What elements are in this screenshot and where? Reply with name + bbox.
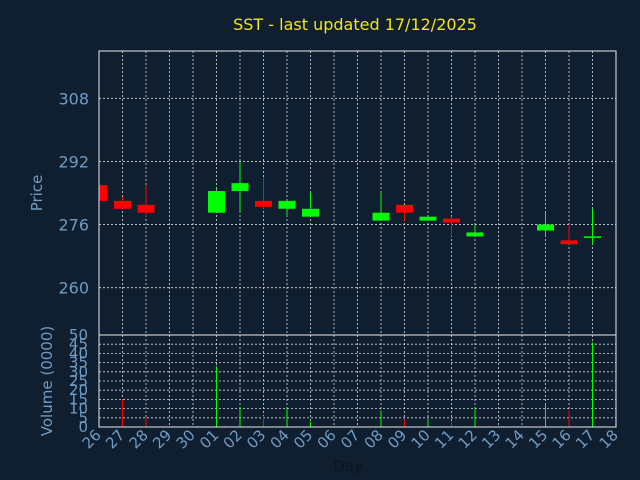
volume-bars — [122, 342, 593, 427]
chart-title: SST - last updated 17/12/2025 — [233, 15, 477, 34]
candle — [419, 216, 437, 221]
x-tick-label: 18 — [596, 426, 622, 452]
candle — [137, 185, 155, 217]
x-axis-ticks: 2627282930010203040506070809101112131415… — [79, 426, 622, 452]
price-tick-label: 276 — [58, 216, 89, 235]
volume-tick-label: 40 — [69, 344, 88, 362]
x-tick-label: 03 — [243, 426, 269, 452]
price-y-ticks: 260 276 292 308 — [58, 89, 89, 297]
x-tick-label: 10 — [408, 426, 434, 452]
x-tick-label: 17 — [572, 426, 598, 452]
volume-tick-label: 15 — [69, 390, 88, 408]
price-tick-label: 308 — [58, 89, 89, 108]
candle — [255, 177, 272, 209]
candle-body — [419, 216, 437, 221]
x-tick-label: 27 — [102, 426, 128, 452]
price-grid — [98, 51, 617, 335]
candle — [537, 212, 554, 237]
candle — [396, 204, 413, 221]
candle — [278, 200, 296, 217]
candle-body — [99, 185, 108, 201]
volume-tick-label: 25 — [69, 372, 88, 390]
candle — [584, 208, 601, 245]
candle-body — [255, 200, 272, 207]
volume-tick-label: 10 — [69, 400, 88, 418]
candle-body — [560, 240, 578, 245]
candle-body — [537, 224, 554, 231]
price-tick-label: 260 — [58, 279, 89, 298]
candle — [114, 196, 131, 209]
price-axis-label: Price — [28, 175, 46, 212]
x-tick-label: 11 — [431, 426, 457, 452]
candle-body — [208, 191, 225, 213]
candle — [372, 193, 390, 221]
candle — [208, 189, 225, 213]
volume-axis-label: Volume (0000) — [38, 326, 56, 436]
x-tick-label: 16 — [549, 426, 575, 452]
volume-tick-label: 35 — [69, 354, 88, 372]
volume-grid — [98, 334, 617, 428]
candle-body — [443, 218, 460, 223]
x-tick-label: 29 — [149, 426, 175, 452]
volume-tick-label: 0 — [78, 418, 88, 436]
candle-body — [137, 204, 155, 213]
x-tick-label: 14 — [502, 426, 528, 452]
volume-tick-label: 20 — [69, 381, 88, 399]
candle — [302, 193, 319, 217]
candle-body — [584, 236, 601, 238]
x-tick-label: 07 — [337, 426, 363, 452]
price-candles — [98, 161, 601, 245]
candle — [466, 224, 484, 237]
volume-tick-label: 50 — [69, 326, 88, 344]
volume-tick-label: 5 — [78, 409, 88, 427]
x-tick-label: 15 — [525, 426, 551, 452]
x-tick-label: 08 — [361, 426, 387, 452]
x-tick-label: 12 — [455, 426, 481, 452]
x-tick-label: 30 — [173, 426, 199, 452]
x-tick-label: 02 — [220, 426, 246, 452]
x-tick-label: 04 — [267, 426, 293, 452]
volume-tick-label: 30 — [69, 363, 88, 381]
x-tick-label: 05 — [290, 426, 316, 452]
x-tick-label: 01 — [196, 426, 222, 452]
candle — [98, 185, 108, 201]
price-tick-label: 292 — [58, 152, 89, 171]
candle-body — [114, 200, 131, 209]
candle-body — [372, 212, 390, 221]
candle-body — [396, 204, 413, 213]
candle-body — [231, 183, 249, 192]
volume-panel-frame — [98, 334, 617, 428]
x-tick-label: 09 — [384, 426, 410, 452]
x-tick-label: 06 — [314, 426, 340, 452]
candle-body — [278, 200, 296, 209]
candle — [560, 224, 578, 245]
x-tick-label: 13 — [478, 426, 504, 452]
candle-body — [466, 232, 484, 237]
candle-body — [302, 208, 319, 217]
volume-tick-label: 45 — [69, 335, 88, 353]
candle — [231, 161, 249, 213]
candle — [443, 216, 460, 237]
x-tick-label: 28 — [126, 426, 152, 452]
x-axis-label: Day — [333, 457, 363, 475]
